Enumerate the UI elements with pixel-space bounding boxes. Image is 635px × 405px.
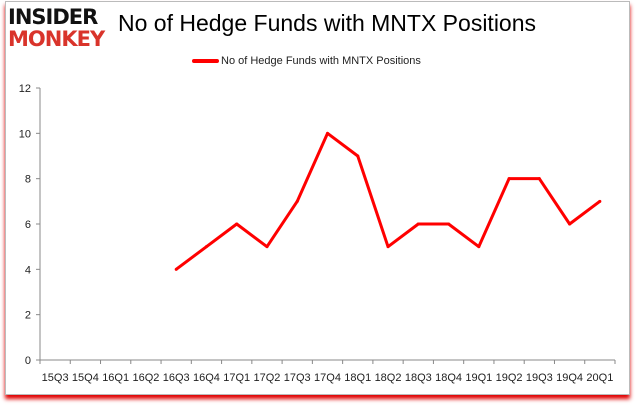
data-point [326, 131, 329, 135]
x-tick-label: 18Q3 [405, 372, 432, 384]
y-tick-label: 4 [25, 264, 31, 276]
x-tick-label: 16Q3 [163, 372, 190, 384]
legend-swatch [192, 59, 219, 63]
data-point [204, 245, 208, 249]
x-tick-label: 19Q1 [465, 372, 492, 384]
x-tick-label: 16Q4 [193, 372, 220, 384]
data-point [386, 245, 390, 249]
x-tick-label: 15Q3 [42, 372, 69, 384]
x-tick-label: 16Q2 [132, 372, 159, 384]
chart-title: No of Hedge Funds with MNTX Positions [118, 10, 537, 36]
x-tick-label: 15Q4 [72, 372, 99, 384]
series-line [175, 131, 601, 271]
x-tick-label: 18Q2 [375, 372, 402, 384]
logo-line2: MONKEY [8, 27, 105, 51]
y-tick-label: 12 [19, 83, 31, 95]
x-tick-label: 17Q3 [284, 372, 311, 384]
data-point [416, 222, 420, 226]
legend-label: No of Hedge Funds with MNTX Positions [221, 55, 421, 67]
x-tick-label: 17Q4 [314, 372, 341, 384]
data-point [295, 199, 299, 203]
legend: No of Hedge Funds with MNTX Positions [192, 55, 421, 67]
y-tick-label: 8 [25, 174, 31, 186]
x-tick-label: 19Q4 [556, 372, 583, 384]
y-tick-label: 0 [25, 355, 31, 367]
data-point [235, 222, 239, 226]
x-tick-label: 19Q3 [526, 372, 553, 384]
x-tick-label: 17Q1 [223, 372, 250, 384]
insider-monkey-logo: INSIDER MONKEY [8, 6, 120, 52]
data-point [598, 199, 602, 203]
data-point [537, 177, 541, 181]
chart-frame [5, 1, 630, 395]
data-point [174, 267, 178, 271]
y-tick-label: 2 [25, 310, 31, 322]
x-tick-label: 16Q1 [102, 372, 129, 384]
data-point [447, 222, 451, 226]
logo-line1: INSIDER [8, 5, 98, 29]
data-point [265, 245, 269, 249]
data-point [568, 222, 572, 226]
x-tick-label: 18Q1 [344, 372, 371, 384]
x-tick-label: 20Q1 [586, 372, 613, 384]
data-point [507, 177, 511, 181]
data-point [477, 245, 481, 249]
x-tick-label: 18Q4 [435, 372, 462, 384]
x-tick-label: 17Q2 [254, 372, 281, 384]
y-tick-label: 10 [19, 128, 31, 140]
x-tick-label: 19Q2 [496, 372, 523, 384]
data-point [356, 154, 360, 158]
y-tick-label: 6 [25, 219, 31, 231]
